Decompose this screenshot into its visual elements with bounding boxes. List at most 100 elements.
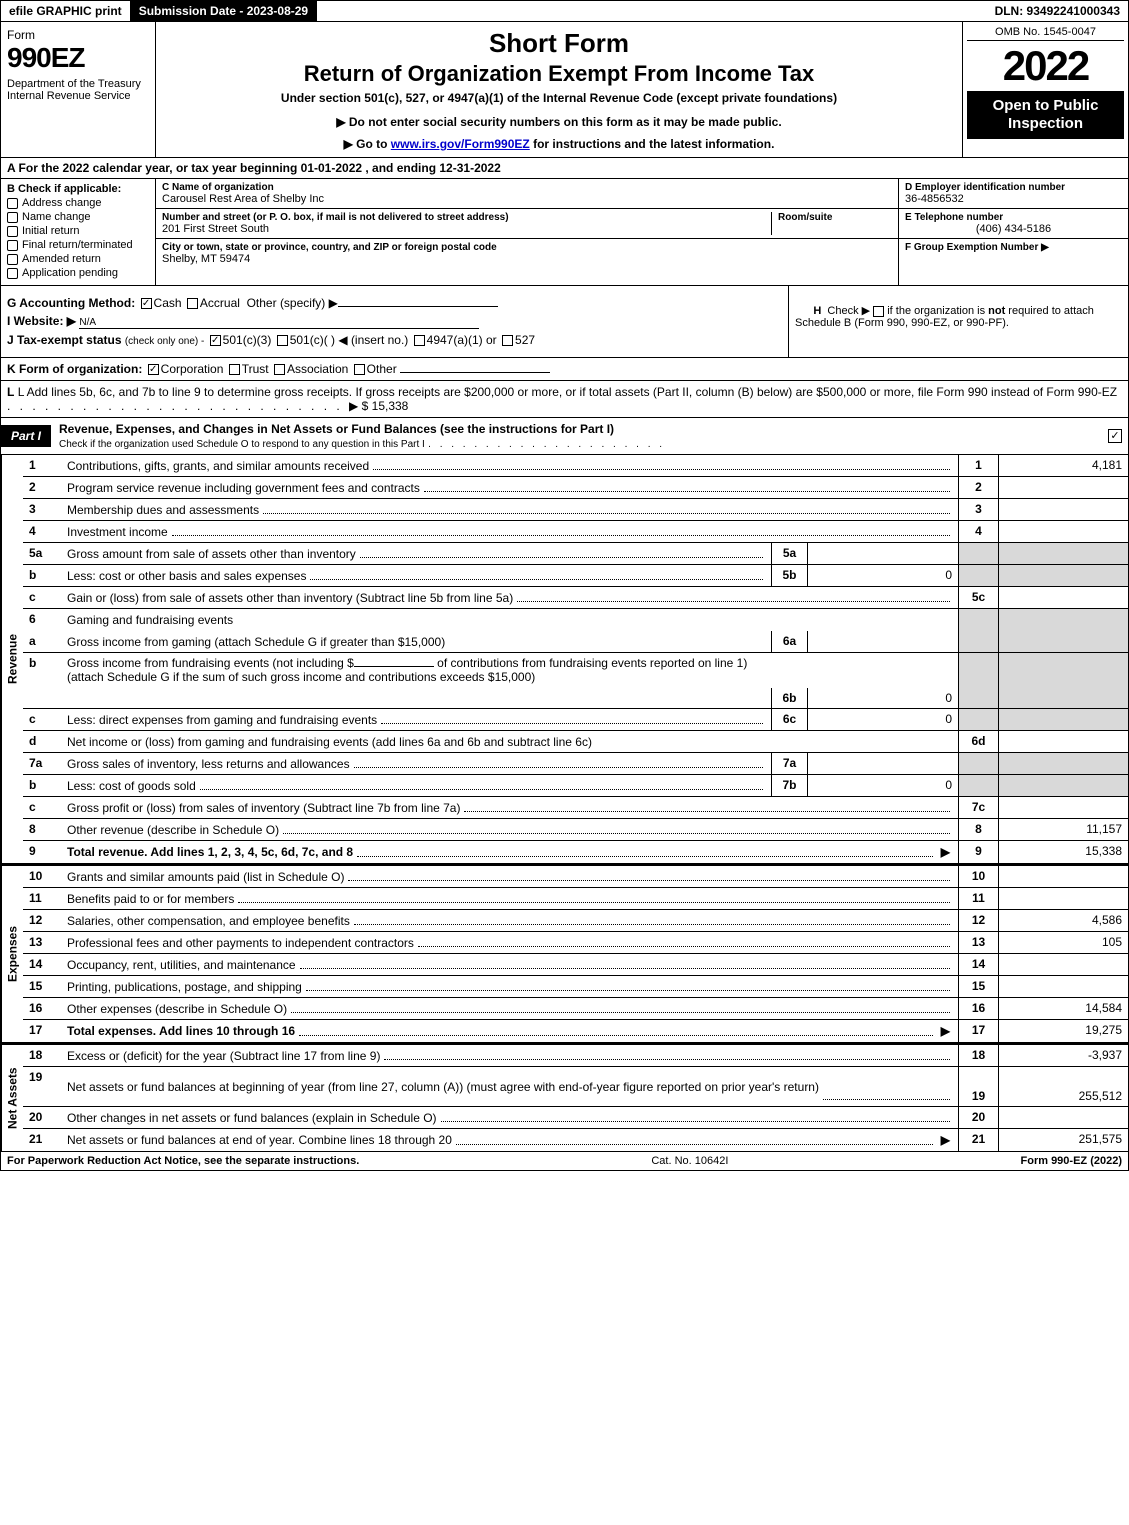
line-rnum bbox=[958, 709, 998, 730]
line-6: 6 Gaming and fundraising events bbox=[23, 609, 1128, 631]
part1-title: Revenue, Expenses, and Changes in Net As… bbox=[51, 418, 1108, 454]
checkbox-icon[interactable] bbox=[7, 198, 18, 209]
line-rnum bbox=[958, 565, 998, 586]
part1-sub: Check if the organization used Schedule … bbox=[59, 439, 425, 450]
chk-accrual[interactable] bbox=[187, 298, 198, 309]
line-num: 21 bbox=[23, 1129, 63, 1151]
line-desc: Printing, publications, postage, and shi… bbox=[67, 980, 302, 994]
line-rval bbox=[998, 653, 1128, 708]
chk-501c[interactable] bbox=[277, 335, 288, 346]
chk-label: Initial return bbox=[22, 225, 79, 237]
line-num: 4 bbox=[23, 521, 63, 542]
line-num: 20 bbox=[23, 1107, 63, 1128]
line-desc: Salaries, other compensation, and employ… bbox=[67, 914, 350, 928]
line-desc: Excess or (deficit) for the year (Subtra… bbox=[67, 1049, 380, 1063]
efile-label[interactable]: efile GRAPHIC print bbox=[1, 1, 131, 21]
checkbox-icon[interactable] bbox=[7, 226, 18, 237]
col-b-title: B Check if applicable: bbox=[7, 183, 149, 195]
revenue-section: Revenue 1 Contributions, gifts, grants, … bbox=[0, 455, 1129, 864]
line-rval: 11,157 bbox=[998, 819, 1128, 840]
org-name-block: C Name of organization Carousel Rest Are… bbox=[156, 179, 898, 209]
row-a-calendar-year: A For the 2022 calendar year, or tax yea… bbox=[0, 158, 1129, 179]
chk-application-pending[interactable]: Application pending bbox=[7, 267, 149, 279]
col-c-org-info: C Name of organization Carousel Rest Are… bbox=[156, 179, 898, 285]
line-rnum: 6d bbox=[958, 731, 998, 752]
checkbox-icon[interactable] bbox=[7, 268, 18, 279]
chk-address-change[interactable]: Address change bbox=[7, 197, 149, 209]
chk-527[interactable] bbox=[502, 335, 513, 346]
other-specify-line[interactable] bbox=[338, 306, 498, 307]
line-num: 1 bbox=[23, 455, 63, 476]
line-rval: 14,584 bbox=[998, 998, 1128, 1019]
chk-4947[interactable] bbox=[414, 335, 425, 346]
chk-final-return[interactable]: Final return/terminated bbox=[7, 239, 149, 251]
footer-cat-no: Cat. No. 10642I bbox=[359, 1155, 1020, 1167]
row-ghij: G Accounting Method: Cash Accrual Other … bbox=[0, 286, 1129, 358]
line-rnum: 4 bbox=[958, 521, 998, 542]
return-title: Return of Organization Exempt From Incom… bbox=[166, 61, 952, 87]
line-20: 20 Other changes in net assets or fund b… bbox=[23, 1107, 1128, 1129]
chk-corporation[interactable] bbox=[148, 364, 159, 375]
line-rnum bbox=[958, 631, 998, 652]
checkbox-icon[interactable] bbox=[7, 254, 18, 265]
do-not-enter: ▶ Do not enter social security numbers o… bbox=[166, 115, 952, 129]
arrow-icon: ▶ bbox=[937, 1133, 954, 1147]
ein-label: D Employer identification number bbox=[905, 182, 1122, 193]
line-num: c bbox=[23, 797, 63, 818]
chk-label: Name change bbox=[22, 211, 91, 223]
checkbox-icon[interactable] bbox=[7, 212, 18, 223]
line-rnum: 11 bbox=[958, 888, 998, 909]
chk-name-change[interactable]: Name change bbox=[7, 211, 149, 223]
opt-other: Other bbox=[367, 362, 397, 376]
ghij-left: G Accounting Method: Cash Accrual Other … bbox=[1, 286, 788, 357]
ib-num: 7b bbox=[772, 775, 808, 796]
chk-trust[interactable] bbox=[229, 364, 240, 375]
irs-link[interactable]: www.irs.gov/Form990EZ bbox=[391, 137, 530, 151]
ib-val: 0 bbox=[808, 709, 958, 730]
line-rval bbox=[998, 477, 1128, 498]
chk-initial-return[interactable]: Initial return bbox=[7, 225, 149, 237]
org-name-label: C Name of organization bbox=[162, 182, 892, 193]
goto-line: ▶ Go to www.irs.gov/Form990EZ for instru… bbox=[166, 137, 952, 151]
line-num: 6 bbox=[23, 609, 63, 631]
amount-blank bbox=[354, 666, 434, 667]
line-rnum: 5c bbox=[958, 587, 998, 608]
g-label: G Accounting Method: bbox=[7, 296, 135, 310]
ib-val bbox=[808, 631, 958, 652]
line-num: 2 bbox=[23, 477, 63, 498]
line-desc: Less: cost or other basis and sales expe… bbox=[67, 569, 306, 583]
line-rnum: 17 bbox=[958, 1020, 998, 1042]
line-16: 16 Other expenses (describe in Schedule … bbox=[23, 998, 1128, 1020]
line-rnum: 20 bbox=[958, 1107, 998, 1128]
chk-h[interactable] bbox=[873, 306, 884, 317]
line-num: b bbox=[23, 565, 63, 586]
line-num: b bbox=[23, 775, 63, 796]
j-label: J Tax-exempt status bbox=[7, 333, 122, 347]
revenue-label: Revenue bbox=[1, 455, 23, 863]
line-rnum: 1 bbox=[958, 455, 998, 476]
chk-association[interactable] bbox=[274, 364, 285, 375]
opt-corporation: Corporation bbox=[161, 362, 224, 376]
line-rnum: 8 bbox=[958, 819, 998, 840]
other-org-line[interactable] bbox=[400, 372, 550, 373]
line-5c: c Gain or (loss) from sale of assets oth… bbox=[23, 587, 1128, 609]
chk-other[interactable] bbox=[354, 364, 365, 375]
line-desc: Gross amount from sale of assets other t… bbox=[67, 547, 356, 561]
city-block: City or town, state or province, country… bbox=[156, 239, 898, 268]
j-sub: (check only one) - bbox=[125, 336, 204, 347]
line-rnum: 12 bbox=[958, 910, 998, 931]
line-rval bbox=[998, 775, 1128, 796]
checkbox-icon[interactable] bbox=[7, 240, 18, 251]
line-rnum: 16 bbox=[958, 998, 998, 1019]
line-num: d bbox=[23, 731, 63, 752]
line-rnum bbox=[958, 609, 998, 631]
ib-val: 0 bbox=[808, 775, 958, 796]
part1-schedule-o-chk[interactable] bbox=[1108, 429, 1122, 443]
chk-cash[interactable] bbox=[141, 298, 152, 309]
chk-501c3[interactable] bbox=[210, 335, 221, 346]
topbar: efile GRAPHIC print Submission Date - 20… bbox=[0, 0, 1129, 22]
chk-amended-return[interactable]: Amended return bbox=[7, 253, 149, 265]
line-desc: Grants and similar amounts paid (list in… bbox=[67, 870, 344, 884]
line-rnum: 13 bbox=[958, 932, 998, 953]
line-rval bbox=[998, 753, 1128, 774]
